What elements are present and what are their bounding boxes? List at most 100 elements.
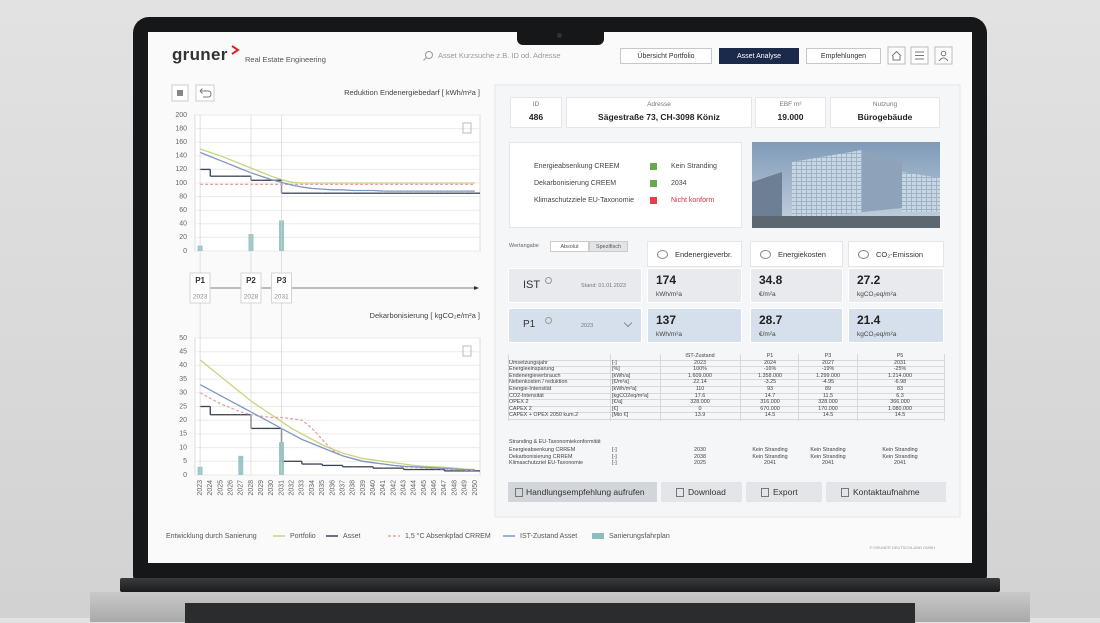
x-tick-label: 2045 (421, 480, 428, 496)
kpi-value-box: 34.8 €/m²a (750, 268, 843, 303)
nav-button[interactable]: Empfehlungen (806, 48, 881, 64)
legend-label: Portfolio (290, 533, 316, 540)
action-icon (515, 488, 523, 497)
kpi-row-note: 2023 (581, 323, 594, 329)
legend-label: Asset (343, 533, 361, 540)
mode-label: Wertangabe (509, 243, 539, 249)
settings-icon (915, 51, 924, 60)
kpi-value: 34.8 (759, 273, 783, 287)
kpi-row-label: P1 2023 (508, 308, 642, 343)
table-cell: -19% (821, 366, 835, 373)
milestone-year: 2031 (274, 294, 289, 301)
table-cell: 89 (825, 386, 831, 392)
table-cell: -4.95 (821, 379, 835, 386)
action-icon (841, 488, 849, 497)
table-cell: Endenergieverbrauch (509, 372, 561, 379)
x-tick-label: 2024 (207, 480, 214, 496)
table-cell: 1.358.000 (758, 372, 782, 379)
kpi-unit: €/m²a (759, 331, 776, 338)
table-col-line (660, 354, 661, 421)
target-value: Kein Stranding (671, 163, 717, 170)
table-cell: CO2-Intensität (509, 392, 544, 399)
action-button[interactable]: Export (746, 482, 822, 502)
table-row-line (508, 386, 944, 387)
footer: © GRUNER DEUTSCHLAND GMBH (869, 545, 935, 550)
x-tick-label: 2043 (401, 480, 408, 496)
asset-field: ID 486 (510, 97, 562, 128)
table-cell: [€] (612, 405, 618, 412)
x-tick-label: 2036 (329, 480, 336, 496)
target-status (650, 180, 657, 187)
table-cell: Umsetzungsjahr (509, 359, 548, 366)
target-status (650, 197, 657, 204)
kpi-unit: kgCO₂eq/m²a (857, 291, 897, 298)
kpi-row-label: IST Stand: 01.01.2023 (508, 268, 642, 303)
search-field[interactable]: Asset Kurzsuche z.B. ID od. Adresse (438, 51, 561, 60)
chart-title: Dekarbonisierung [ kgCO₂e/m²a ] (370, 311, 480, 320)
table-cell: 2031 (894, 359, 906, 366)
table-cell: 6.3 (896, 392, 904, 399)
milestone-box (271, 272, 293, 304)
kpi-value-box: 174 kWh/m²a (647, 268, 742, 303)
nav-button[interactable]: Asset Analyse (719, 48, 799, 64)
kpi-value: 137 (656, 313, 677, 327)
table-cell: P5 (896, 353, 904, 359)
y-tick-label: 60 (179, 207, 187, 214)
table-cell: [kWh/m²a] (612, 386, 637, 392)
table-cell: Energieabsenkung CRREM (509, 447, 576, 453)
table-cell: [-] (612, 447, 617, 453)
y-tick-label: 40 (179, 362, 187, 369)
action-icon (676, 488, 684, 497)
mode-toggle[interactable]: Spezifisch (589, 241, 628, 252)
table-cell: P1 (766, 353, 774, 359)
action-button[interactable]: Kontaktaufnahme (826, 482, 946, 502)
table-cell: 14.5 (822, 412, 834, 419)
dropdown-chevron[interactable] (623, 318, 633, 328)
table-cell: 93 (767, 386, 773, 392)
mode-toggle[interactable]: Absolut (550, 241, 589, 252)
kpi-row-name: P1 (523, 319, 536, 330)
tagline: Real Estate Engineering (245, 55, 326, 64)
table-cell: 2023 (694, 359, 706, 366)
info-icon (545, 317, 552, 324)
action-button[interactable]: Handlungsempfehlung aufrufen (508, 482, 657, 502)
table-cell: [€/m²a] (612, 379, 629, 386)
table-cell: -6.98 (893, 379, 907, 386)
table-cell: Kein Stranding (810, 447, 846, 453)
home-button[interactable] (887, 46, 906, 65)
kpi-icon (858, 250, 869, 259)
kpi-row-name: IST (523, 279, 541, 291)
y-tick-label: 5 (183, 458, 187, 465)
y-tick-label: 180 (175, 125, 187, 132)
milestone-label: P2 (246, 276, 256, 285)
kpi-value-box: 27.2 kgCO₂eq/m²a (848, 268, 944, 303)
series-line (199, 148, 475, 184)
milestone-label: P1 (195, 276, 205, 285)
target-label: Dekarbonisierung CREEM (534, 180, 617, 187)
field-label: ID (532, 101, 540, 108)
kpi-unit: kgCO₂eq/m²a (857, 331, 897, 338)
legend-swatch (592, 533, 604, 539)
action-button[interactable]: Download (661, 482, 742, 502)
table-cell: [%] (612, 366, 620, 373)
x-tick-label: 2034 (309, 480, 316, 496)
kpi-header-label: CO₂-Emission (876, 250, 924, 259)
table-cell: 1.299.000 (816, 372, 840, 379)
x-tick-label: 2035 (319, 480, 326, 496)
table-cell: Dekarbonisierung CRREM (509, 453, 573, 460)
search-icon (423, 57, 427, 61)
kpi-value-box: 21.4 kgCO₂eq/m²a (848, 308, 944, 343)
y-tick-label: 160 (175, 139, 187, 146)
y-tick-label: 0 (183, 472, 187, 479)
action-label: Kontaktaufnahme (853, 487, 920, 497)
table-row-line (508, 379, 944, 381)
nav-button[interactable]: Übersicht Portfolio (620, 48, 712, 64)
table-cell: 17.6 (694, 392, 706, 399)
undo-icon (199, 88, 212, 98)
table-cell: -16% (763, 366, 777, 373)
x-tick-label: 2044 (411, 480, 418, 496)
y-tick-label: 100 (175, 180, 187, 187)
table-cell: CAPEX 2 (509, 405, 532, 412)
action-label: Export (773, 487, 798, 497)
